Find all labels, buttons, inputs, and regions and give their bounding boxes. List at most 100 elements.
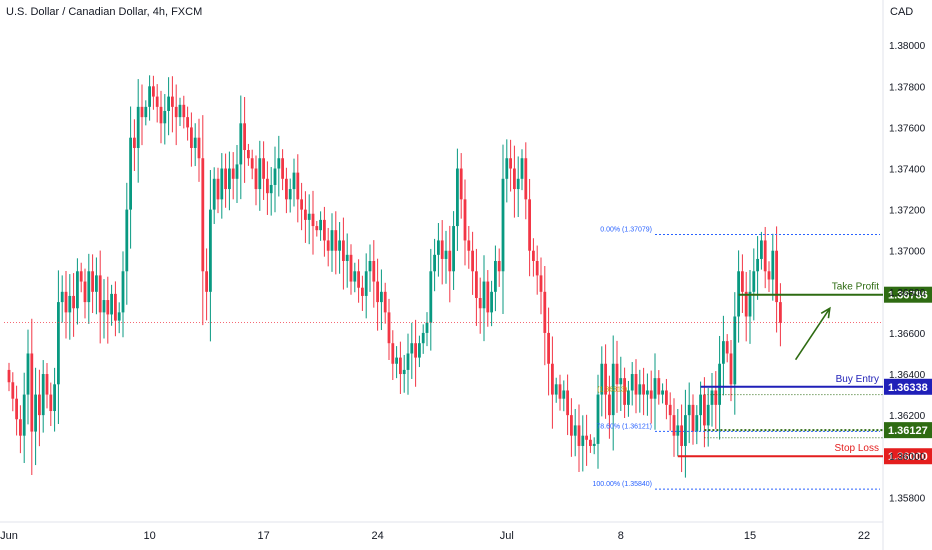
candle-body (26, 353, 30, 395)
candle-body (581, 435, 585, 446)
candle-body (83, 281, 87, 303)
currency-label[interactable]: CAD (890, 6, 914, 18)
candle-body (452, 226, 455, 272)
candle-body (364, 271, 368, 296)
price-tag (884, 286, 932, 303)
y-tick-label: 1.36400 (889, 370, 926, 381)
candle-body (528, 199, 531, 251)
candle-body (205, 271, 208, 292)
candle-body (596, 394, 600, 444)
candle-body (269, 184, 273, 194)
candle-body (615, 363, 619, 385)
candle-body (729, 353, 733, 385)
candle-body (216, 178, 220, 200)
candle-body (220, 168, 224, 200)
candle-body (520, 158, 524, 179)
candle-body (387, 312, 391, 344)
candle-body (767, 271, 771, 280)
candle-body (125, 209, 129, 272)
candle-body (456, 168, 459, 227)
candle-body (357, 271, 360, 288)
y-tick-label: 1.37800 (889, 82, 926, 93)
candle-body (532, 250, 535, 261)
candle-body (775, 250, 778, 303)
x-tick-label: 22 (858, 530, 870, 542)
candle-body (627, 390, 630, 405)
candle-body (155, 96, 159, 107)
candle-body (463, 199, 467, 241)
candle-body (459, 168, 463, 200)
candle-body (186, 117, 189, 128)
x-tick-label: Jun (0, 530, 18, 542)
x-tick-label: 17 (257, 530, 269, 542)
candle-body (494, 261, 497, 292)
candle-body (539, 275, 543, 292)
y-tick-label: 1.35800 (889, 493, 926, 504)
candle-body (152, 86, 155, 97)
candle-body (649, 390, 653, 399)
candle-body (710, 390, 714, 405)
candle-body (687, 404, 691, 416)
candle-body (34, 394, 37, 432)
candle-body (558, 384, 562, 399)
candle-body (11, 382, 15, 399)
candle-body (95, 275, 98, 292)
candle-body (342, 240, 345, 261)
candle-body (566, 390, 569, 416)
candle-body (676, 425, 680, 436)
candle-body (361, 287, 364, 296)
candle-body (45, 374, 49, 395)
candle-body (376, 281, 379, 303)
candle-body (437, 240, 440, 255)
candle-body (296, 172, 300, 200)
candle-body (471, 250, 474, 272)
y-tick-label: 1.36600 (889, 329, 926, 340)
candle-body (174, 106, 178, 118)
candle-body (592, 443, 596, 446)
candle-body (425, 322, 429, 333)
candle-body (182, 104, 186, 118)
candle-body (243, 123, 246, 151)
candle-body (266, 178, 269, 194)
candle-body (345, 254, 349, 261)
y-tick-label: 1.37400 (889, 165, 926, 176)
price-tag-label: 1.36000 (888, 451, 928, 463)
x-tick-label: 24 (371, 530, 383, 542)
candle-body (148, 86, 151, 107)
candle-body (307, 213, 311, 220)
candle-body (121, 271, 125, 313)
candle-body (140, 106, 144, 118)
candle-body (30, 353, 34, 432)
candle-body (577, 425, 581, 446)
candle-body (524, 158, 528, 200)
candle-body (319, 219, 322, 231)
candle-body (551, 363, 554, 395)
candle-body (159, 106, 163, 124)
candle-body (646, 390, 649, 395)
candle-body (585, 435, 588, 440)
x-tick-label: Jul (500, 530, 514, 542)
candle-body (19, 419, 22, 436)
candle-body (193, 137, 197, 148)
y-tick-label: 1.37000 (889, 247, 926, 258)
candle-body (258, 158, 262, 190)
x-tick-label: 8 (618, 530, 624, 542)
candle-body (547, 332, 550, 364)
candle-body (680, 425, 683, 446)
candle-body (763, 240, 767, 272)
candle-body (395, 357, 398, 364)
candle-body (475, 271, 478, 298)
candle-body (178, 104, 182, 118)
candle-body (391, 343, 395, 364)
candle-body (209, 209, 212, 292)
fib-level-label: 78.60% (1.36121) (596, 423, 652, 430)
y-tick-label: 1.37600 (889, 123, 926, 134)
candle-body (490, 291, 493, 313)
candle-body (513, 168, 516, 190)
candle-body (703, 394, 706, 426)
y-tick-label: 1.38000 (889, 41, 926, 52)
candle-body (372, 261, 376, 282)
trade-level-name: Stop Loss (835, 443, 879, 454)
y-tick-label: 1.36000 (889, 452, 926, 463)
